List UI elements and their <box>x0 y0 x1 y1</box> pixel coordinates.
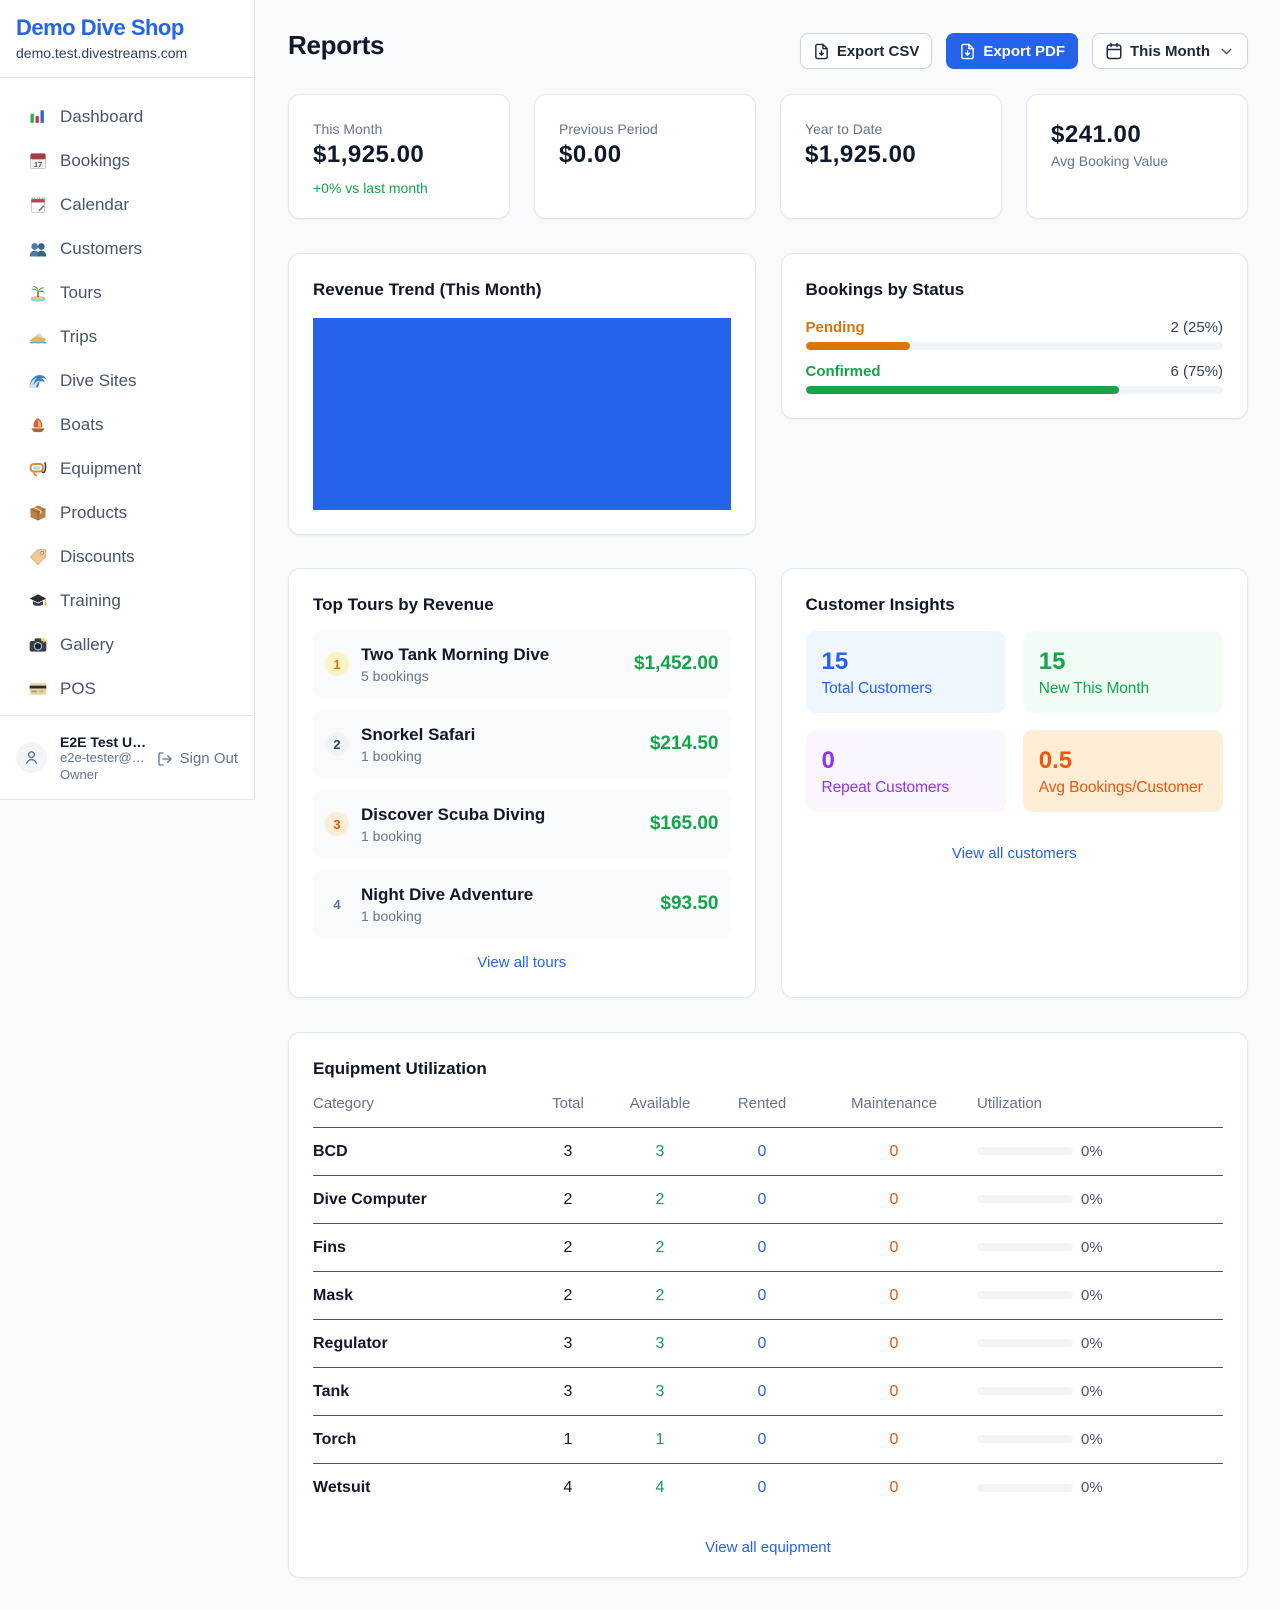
svg-text:17: 17 <box>34 160 42 169</box>
